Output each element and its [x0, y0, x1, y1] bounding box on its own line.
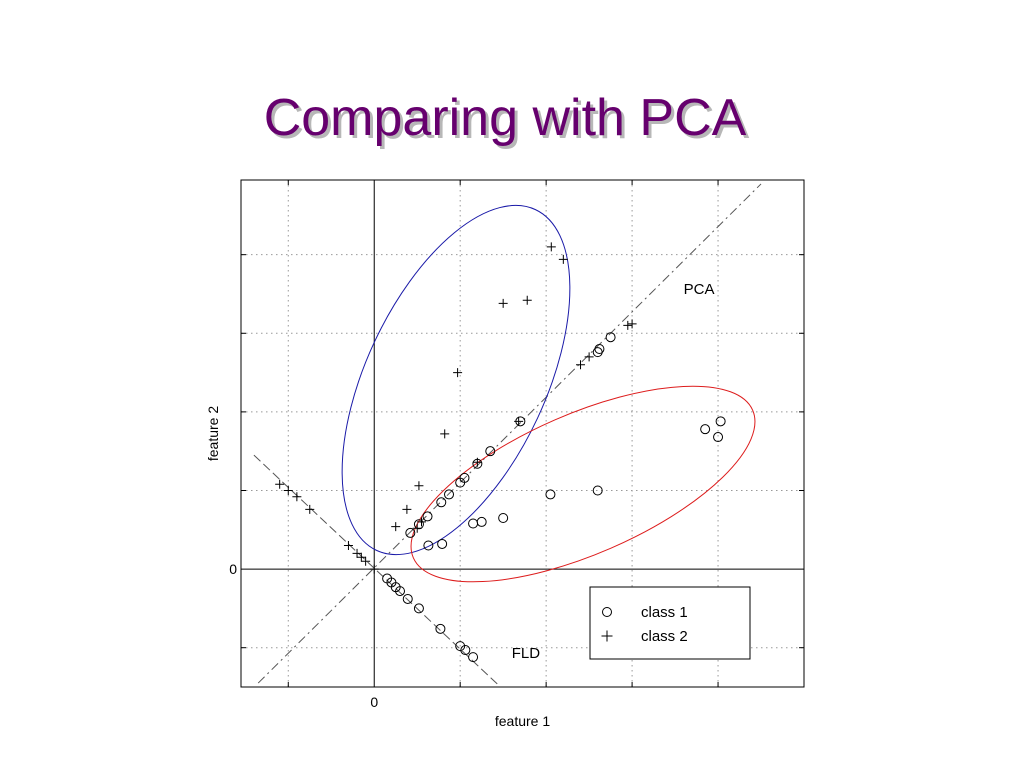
fld-direction-line	[253, 454, 500, 686]
class-2-point	[305, 504, 315, 514]
class-2-point	[343, 541, 353, 551]
class-2-point	[292, 492, 302, 502]
class-1-point	[459, 472, 470, 483]
class-2-point	[627, 319, 637, 329]
cluster-ellipses	[341, 204, 756, 583]
x-tick-label-0: 0	[370, 694, 378, 710]
class-1-point	[545, 489, 556, 500]
class-1-point	[455, 641, 466, 652]
class-2-point	[352, 548, 362, 558]
legend-marker-class-1	[602, 607, 612, 617]
class-1-point	[413, 519, 424, 530]
fld-annotation: FLD	[512, 645, 541, 662]
class-2-point	[391, 522, 401, 532]
class-2-point	[546, 242, 556, 252]
plot-frame	[240, 179, 805, 688]
class-1-point	[437, 538, 448, 549]
y-axis-label: feature 2	[205, 406, 221, 461]
class-2-point	[584, 352, 594, 362]
class-1-point	[592, 347, 603, 358]
class-2-point	[414, 481, 424, 491]
legend-label-class-1: class 1	[641, 604, 688, 621]
class-1-point	[700, 424, 711, 435]
legend-label-class-2: class 2	[641, 628, 688, 645]
class-1-point	[405, 527, 416, 538]
class-1-point	[605, 332, 616, 343]
class-1-point	[413, 603, 424, 614]
pca-annotation: PCA	[684, 281, 715, 298]
class-2-point	[498, 298, 508, 308]
class-1-point	[485, 446, 496, 457]
class-1-point	[468, 518, 479, 529]
grid-lines	[241, 180, 804, 687]
class-2-point	[472, 457, 482, 467]
class-2-point	[275, 479, 285, 489]
class-2-point	[558, 254, 568, 264]
pca-direction-line	[257, 183, 762, 684]
class-1-point	[498, 513, 509, 523]
class-1-point	[423, 540, 434, 551]
class-1-point	[436, 497, 447, 508]
class-2-point	[623, 320, 633, 330]
class-2-point	[412, 523, 422, 533]
class-2-point	[576, 360, 586, 370]
tick-marks	[241, 180, 804, 687]
legend-marker-class-2	[601, 630, 613, 642]
class-1-point	[422, 511, 433, 522]
class-2-point	[369, 564, 379, 574]
class-2-point	[361, 556, 371, 566]
class-1-point	[460, 645, 471, 656]
class-2-point	[440, 429, 450, 439]
x-axis-label: feature 1	[495, 713, 550, 729]
class-2-point	[514, 416, 524, 426]
legend-box	[589, 586, 751, 660]
class-2-point	[402, 504, 412, 514]
class-2-ellipse	[341, 204, 571, 556]
projection-lines	[253, 183, 762, 686]
class-1-point	[402, 593, 413, 604]
zero-axes	[241, 180, 804, 687]
legend: class 1 class 2	[589, 586, 751, 660]
class-1-point	[435, 623, 446, 634]
class-1-point	[715, 416, 726, 427]
class-1-ellipse	[410, 385, 756, 583]
class-1-point	[592, 485, 603, 496]
class-1-point	[594, 344, 605, 354]
class-1-point	[444, 489, 455, 500]
class-1-point	[395, 586, 406, 597]
slide-title: Comparing with PCA	[263, 89, 747, 147]
class-2-point	[356, 552, 366, 562]
class-1-point	[468, 652, 479, 663]
class-2-point	[417, 517, 427, 527]
data-points	[275, 242, 726, 663]
class-2-point	[453, 368, 463, 378]
class-2-point	[283, 485, 293, 495]
class-1-point	[713, 432, 724, 443]
class-1-point	[476, 516, 487, 527]
y-tick-label-0: 0	[229, 561, 237, 577]
class-2-point	[522, 295, 532, 305]
